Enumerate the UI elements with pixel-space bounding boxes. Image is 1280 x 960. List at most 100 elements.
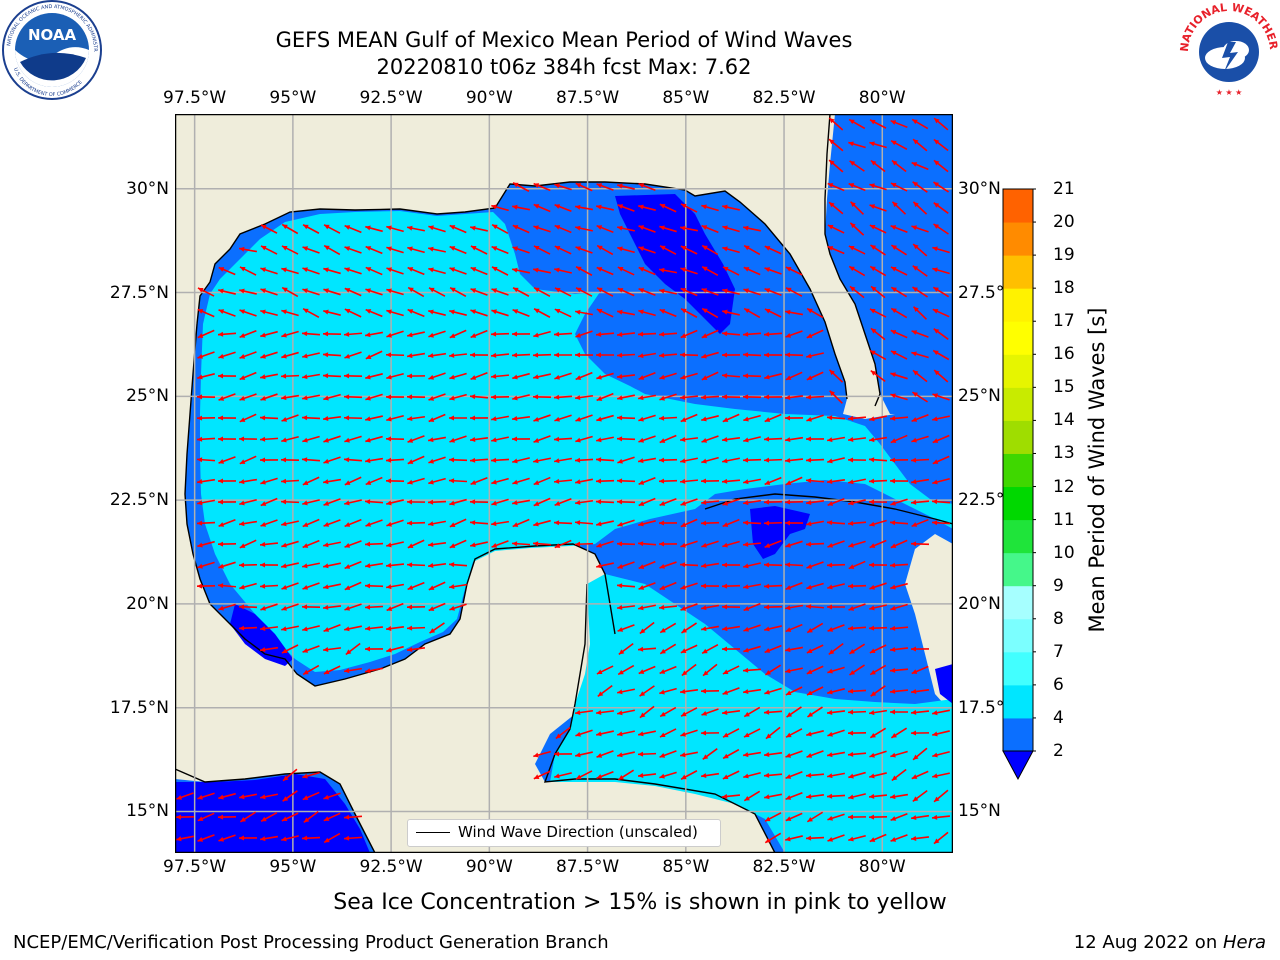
chart-title: GEFS MEAN Gulf of Mexico Mean Period of … bbox=[275, 28, 853, 52]
wind-wave-arrow bbox=[385, 478, 405, 484]
wind-wave-arrow bbox=[554, 224, 572, 234]
wind-wave-arrow bbox=[617, 183, 635, 190]
wind-wave-arrow bbox=[533, 373, 551, 380]
wind-wave-arrow bbox=[575, 729, 593, 737]
wind-wave-arrow bbox=[491, 477, 509, 485]
wind-wave-arrow bbox=[596, 287, 614, 297]
wind-wave-arrow bbox=[786, 706, 802, 718]
wind-wave-arrow bbox=[302, 246, 320, 254]
wind-wave-arrow bbox=[574, 352, 594, 358]
wind-wave-arrow bbox=[701, 708, 719, 716]
wind-wave-arrow bbox=[533, 414, 551, 422]
colorbar-segment bbox=[1003, 189, 1033, 223]
wind-wave-arrow bbox=[386, 645, 404, 653]
wind-wave-arrow bbox=[196, 394, 216, 400]
wind-wave-arrow bbox=[912, 306, 928, 320]
colorbar-tick-label: 11 bbox=[1053, 509, 1075, 530]
wind-wave-arrow bbox=[428, 602, 446, 612]
wind-wave-arrow bbox=[869, 664, 887, 676]
wind-wave-arrow bbox=[743, 771, 761, 779]
wind-wave-arrow bbox=[932, 393, 950, 401]
wind-wave-arrow bbox=[617, 394, 635, 401]
wind-wave-arrow bbox=[281, 562, 299, 569]
wind-wave-arrow bbox=[722, 413, 740, 423]
wind-wave-arrow bbox=[281, 267, 299, 275]
wind-wave-arrow bbox=[638, 435, 656, 443]
colorbar-label: Mean Period of Wind Waves [s] bbox=[1085, 307, 1109, 633]
wind-wave-arrow bbox=[364, 457, 384, 464]
wind-wave-arrow bbox=[533, 330, 551, 338]
wind-wave-arrow bbox=[239, 582, 257, 590]
wind-wave-arrow bbox=[259, 436, 279, 442]
wind-wave-arrow bbox=[827, 813, 845, 821]
wind-wave-arrow bbox=[407, 539, 425, 549]
wind-wave-arrow bbox=[344, 476, 362, 486]
wind-wave-arrow bbox=[259, 626, 279, 631]
wind-wave-arrow bbox=[197, 329, 215, 339]
wind-wave-arrow bbox=[869, 183, 887, 191]
wind-wave-arrow bbox=[763, 772, 783, 778]
wind-wave-arrow bbox=[260, 477, 278, 485]
wind-wave-arrow bbox=[554, 267, 572, 274]
wind-wave-arrow bbox=[826, 793, 846, 799]
wind-wave-arrow bbox=[343, 835, 363, 841]
wind-wave-arrow bbox=[239, 413, 257, 423]
wind-wave-arrow bbox=[848, 182, 866, 192]
wind-wave-arrow bbox=[680, 287, 698, 297]
wind-wave-arrow bbox=[868, 457, 888, 463]
wind-wave-arrow bbox=[217, 499, 237, 505]
wind-wave-arrow bbox=[406, 562, 426, 568]
wind-wave-arrow bbox=[239, 539, 257, 549]
wind-wave-arrow bbox=[932, 267, 950, 275]
svg-text:NOAA: NOAA bbox=[28, 26, 77, 44]
wind-wave-arrow bbox=[533, 435, 551, 443]
wind-wave-arrow bbox=[385, 562, 405, 568]
wind-wave-arrow bbox=[827, 729, 845, 737]
wind-wave-arrow bbox=[385, 583, 405, 590]
wind-wave-arrow bbox=[827, 540, 845, 548]
wind-wave-arrow bbox=[239, 329, 257, 339]
wind-wave-arrow bbox=[364, 646, 384, 652]
wind-wave-arrow bbox=[890, 812, 908, 822]
wind-wave-arrow bbox=[427, 352, 447, 359]
wind-wave-arrow bbox=[322, 416, 342, 422]
wind-wave-arrow bbox=[427, 436, 447, 443]
wind-wave-arrow bbox=[722, 204, 740, 211]
wind-wave-arrow bbox=[596, 244, 614, 256]
wind-wave-arrow bbox=[427, 499, 447, 505]
wind-wave-arrow bbox=[322, 373, 342, 379]
wind-wave-arrow bbox=[911, 118, 929, 130]
wind-wave-arrow bbox=[889, 478, 909, 484]
wind-wave-arrow bbox=[260, 603, 278, 611]
wind-wave-arrow bbox=[512, 267, 530, 274]
wind-wave-arrow bbox=[702, 748, 718, 760]
wind-wave-arrow bbox=[679, 437, 699, 442]
wind-wave-arrow bbox=[638, 730, 656, 737]
wind-wave-arrow bbox=[933, 223, 949, 235]
wind-wave-arrow bbox=[491, 204, 509, 212]
wind-wave-arrow bbox=[196, 478, 216, 485]
wind-wave-arrow bbox=[448, 583, 468, 590]
wind-wave-arrow bbox=[868, 499, 888, 505]
wind-wave-arrow bbox=[763, 520, 783, 526]
wind-wave-arrow bbox=[218, 266, 236, 276]
wind-wave-arrow bbox=[828, 117, 844, 131]
wind-wave-arrow bbox=[512, 287, 530, 297]
wind-wave-arrow bbox=[721, 583, 741, 589]
wind-wave-arrow bbox=[680, 644, 698, 654]
wind-wave-arrow bbox=[826, 436, 846, 443]
wind-wave-arrow bbox=[828, 159, 844, 173]
wind-wave-arrow bbox=[449, 603, 467, 611]
wind-wave-arrow bbox=[849, 222, 865, 236]
wind-wave-arrow bbox=[848, 265, 866, 277]
wind-wave-arrow bbox=[638, 309, 656, 317]
wind-wave-arrow bbox=[890, 434, 908, 444]
wind-wave-arrow bbox=[490, 331, 510, 337]
wind-wave-arrow bbox=[658, 352, 678, 358]
wind-wave-arrow bbox=[848, 560, 866, 570]
wind-wave-arrow bbox=[281, 436, 299, 443]
wind-wave-arrow bbox=[722, 540, 740, 548]
wind-wave-arrow bbox=[260, 267, 278, 275]
wind-wave-arrow bbox=[407, 286, 425, 298]
wind-wave-arrow bbox=[364, 562, 384, 569]
